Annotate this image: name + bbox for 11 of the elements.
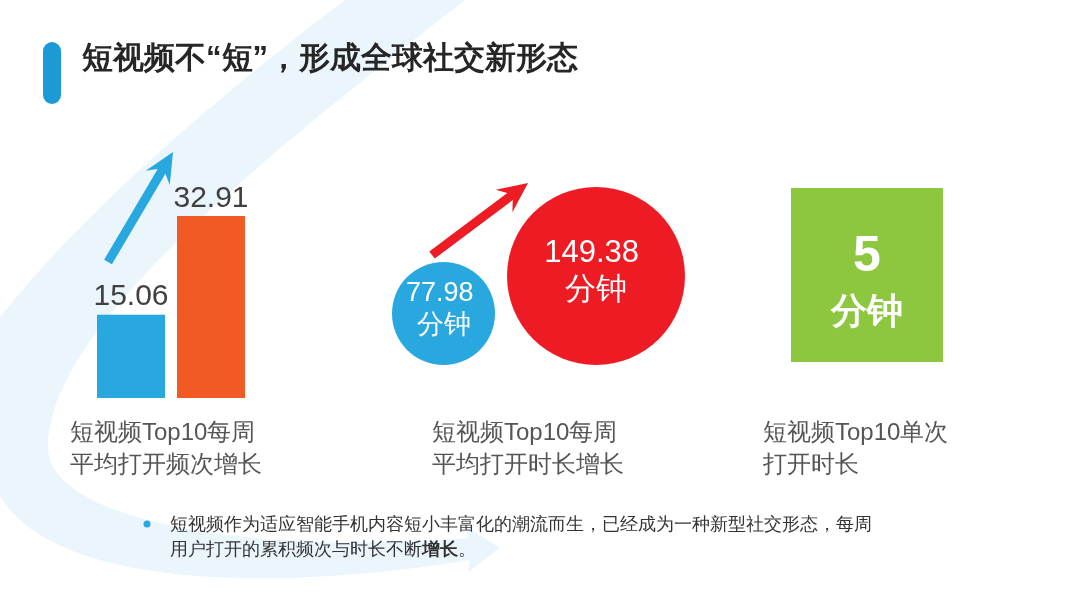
text: 5	[853, 225, 881, 282]
text: 短视频Top10每周平均打开时长增长	[432, 418, 624, 478]
text: 分钟	[830, 289, 903, 331]
text: 149.38 分钟	[544, 234, 648, 307]
text: 77.98 分钟	[405, 276, 482, 340]
text: 短视频Top10单次打开时长	[762, 418, 949, 478]
data-label: 32.91	[173, 179, 249, 213]
text: 短视频作为适应智能手机内容短小丰富化的潮流而生，已经成为一种新型社交形态，每周用户打开的累积频次与时长不断增长。	[170, 514, 872, 560]
text: 短视频不“短”，形成全球社交新形态	[81, 39, 578, 75]
x-axis-title: 短视频Top10每周平均打开频次增长	[70, 418, 262, 478]
data-label: 15.06	[93, 278, 169, 312]
